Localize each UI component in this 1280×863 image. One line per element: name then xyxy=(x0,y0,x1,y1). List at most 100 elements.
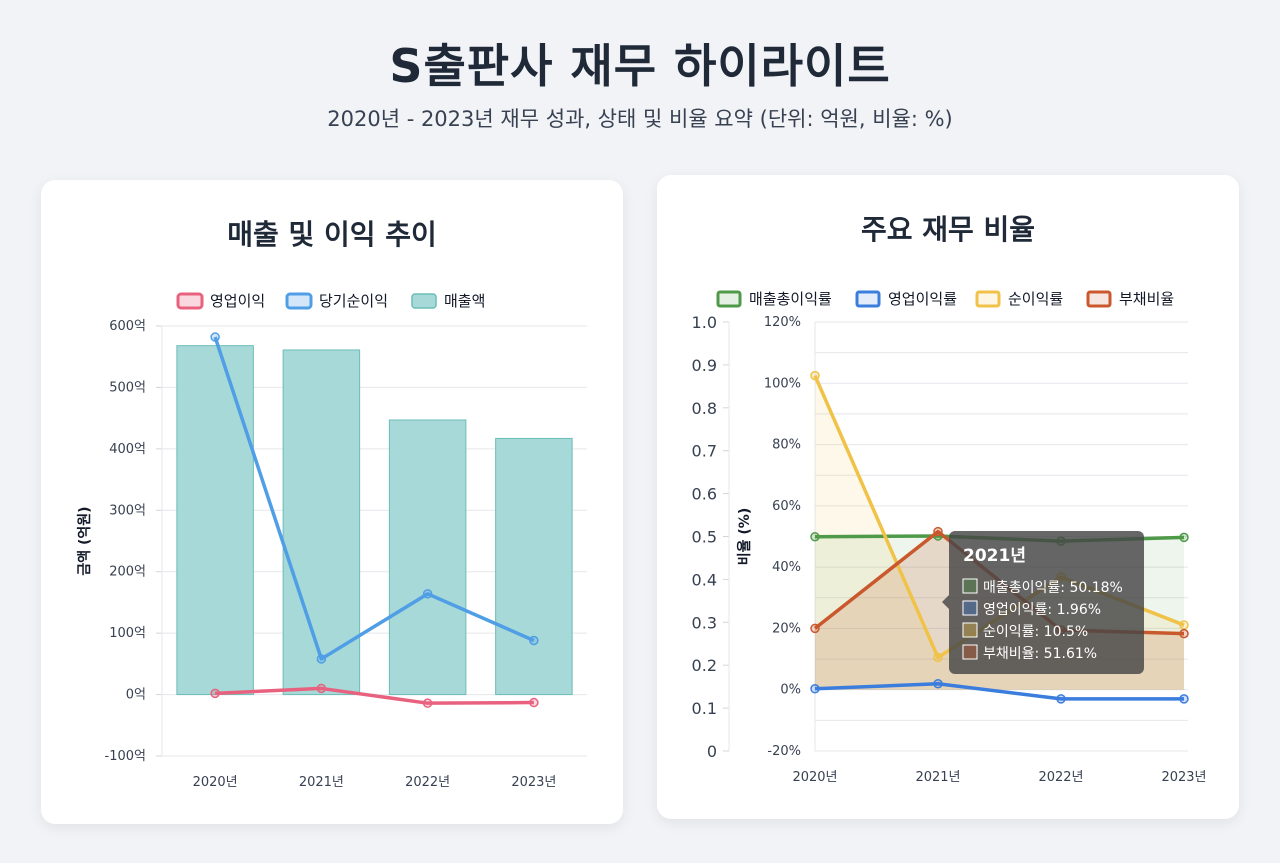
tooltip-swatch xyxy=(962,600,978,616)
legend-label: 매출총이익률 xyxy=(749,290,832,308)
legend-item-0[interactable]: 영업이익 xyxy=(176,292,265,310)
debt-ratio-point xyxy=(810,623,820,634)
y-tick-label: 100% xyxy=(764,376,801,391)
y-tick-label: 0억 xyxy=(126,688,146,703)
operating-profit-line xyxy=(215,686,534,705)
left-tick-label: 0.1 xyxy=(692,699,717,718)
operating-margin-point xyxy=(933,678,943,689)
tooltip-swatch xyxy=(962,578,978,594)
tooltip-swatch xyxy=(962,622,978,638)
legend-swatch xyxy=(855,290,881,308)
operating-profit-point xyxy=(316,683,327,694)
legend-swatch xyxy=(285,292,313,310)
left-tick-label: 0.6 xyxy=(692,485,717,504)
y-tick-label: 100억 xyxy=(109,626,146,641)
revenue-bar xyxy=(388,419,467,696)
x-tick-label: 2023년 xyxy=(511,775,556,790)
legend-label: 매출액 xyxy=(444,292,485,310)
legend-item-2[interactable]: 매출액 xyxy=(411,292,485,310)
net-margin-point xyxy=(810,370,820,381)
legend-item-1[interactable]: 영업이익률 xyxy=(855,290,957,308)
net-margin-point xyxy=(933,652,943,663)
legend-item-3[interactable]: 부채비율 xyxy=(1086,290,1174,308)
tooltip-line: 순이익률: 10.5% xyxy=(983,624,1088,640)
legend-item-0[interactable]: 매출총이익률 xyxy=(716,290,832,308)
y-tick-label: 600억 xyxy=(109,319,146,334)
tooltip-box xyxy=(949,531,1144,674)
x-tick-label: 2021년 xyxy=(299,775,344,790)
net-margin-point xyxy=(1179,620,1189,630)
legend-label: 당기순이익 xyxy=(319,292,388,310)
operating-profit-point xyxy=(529,697,539,708)
tooltip-line: 부채비율: 51.61% xyxy=(983,646,1097,662)
y-tick-label: 40% xyxy=(772,560,801,575)
operating-profit-point xyxy=(210,688,220,699)
y-tick-label: 0% xyxy=(780,683,801,698)
left-tick-label: 0.4 xyxy=(692,570,717,589)
net-income-point xyxy=(316,654,327,664)
operating-margin-line xyxy=(814,681,1184,701)
ratio-chart-title: 주요 재무 비율 xyxy=(860,213,1036,246)
legend-swatch xyxy=(411,293,437,309)
legend-label: 순이익률 xyxy=(1008,290,1063,308)
tooltip-caret xyxy=(942,595,949,609)
y-tick-label: 20% xyxy=(772,621,801,636)
page-subtitle: 2020년 - 2023년 재무 성과, 상태 및 비율 요약 (단위: 억원,… xyxy=(327,107,953,131)
revenue-bar xyxy=(176,345,254,696)
tooltip-swatch xyxy=(962,644,978,660)
y-tick-label: 80% xyxy=(772,438,801,453)
left-tick-label: 1.0 xyxy=(692,313,717,332)
ratio-card: 주요 재무 비율 1.0 0.9 0.8 0.7 0.6 0.5 0.4 0.3 0.2 0.1 0… xyxy=(657,175,1239,819)
net-income-point xyxy=(422,589,433,599)
left-tick-label: 0.8 xyxy=(692,399,717,418)
debt-ratio-point xyxy=(1179,628,1189,639)
operating-margin-point xyxy=(1056,694,1066,704)
legend-swatch xyxy=(1086,290,1112,308)
net-income-line xyxy=(213,336,535,661)
revenue-bar xyxy=(495,437,573,696)
left-tick-label: 0.3 xyxy=(692,613,717,632)
left-tick-label: 0.7 xyxy=(692,442,717,461)
page-title: S출판사 재무 하이라이트 xyxy=(389,39,891,93)
tooltip-line: 영업이익률: 1.96% xyxy=(983,602,1101,618)
left-tick-label: 0.5 xyxy=(692,528,717,547)
revenue-bar xyxy=(282,349,361,696)
x-tick-label: 2021년 xyxy=(915,770,960,785)
operating-margin-point xyxy=(1179,694,1189,704)
y-tick-label: 120% xyxy=(764,315,801,330)
x-tick-label: 2023년 xyxy=(1161,770,1206,785)
y-tick-label: 200억 xyxy=(109,565,146,580)
y-tick-label: 60% xyxy=(772,499,801,514)
left-tick-label: 0.9 xyxy=(692,356,717,375)
left-tick-label: 0.2 xyxy=(692,656,717,675)
y-axis-label: 비율 (%) xyxy=(736,508,753,565)
legend-label: 영업이익률 xyxy=(888,290,957,308)
x-tick-label: 2022년 xyxy=(405,775,450,790)
x-tick-label: 2020년 xyxy=(193,775,238,790)
gross-margin-point xyxy=(1179,532,1189,543)
revenue-profit-card: 매출 및 이익 추이 600억 500억 400억 300억 200억 100억 0억 -10… xyxy=(41,180,623,824)
revenue-profit-chart[interactable]: 600억 500억 400억 300억 200억 100억 0억 -100억 금액 (억원) 20… xyxy=(41,180,623,824)
x-tick-label: 2022년 xyxy=(1038,770,1083,785)
debt-ratio-point xyxy=(933,526,943,537)
tooltip-title: 2021년 xyxy=(963,546,1026,566)
legend-item-1[interactable]: 당기순이익 xyxy=(285,292,388,310)
legend-item-2[interactable]: 순이익률 xyxy=(975,290,1063,308)
net-income-point xyxy=(529,635,539,646)
y-tick-label: -20% xyxy=(767,744,801,759)
y-tick-label: -100억 xyxy=(105,749,146,764)
y-tick-label: 500억 xyxy=(109,380,146,395)
net-income-point xyxy=(210,332,220,342)
legend-swatch xyxy=(975,290,1001,308)
tooltip-line: 매출총이익률: 50.18% xyxy=(983,580,1123,596)
revenue-chart-title: 매출 및 이익 추이 xyxy=(227,218,437,251)
x-tick-label: 2020년 xyxy=(792,770,837,785)
y-tick-label: 400억 xyxy=(109,442,146,457)
operating-profit-point xyxy=(422,698,433,708)
ratio-chart[interactable]: 1.0 0.9 0.8 0.7 0.6 0.5 0.4 0.3 0.2 0.1 0 120% 100% 8… xyxy=(657,175,1239,819)
gross-margin-point xyxy=(810,532,820,542)
y-axis-label: 금액 (억원) xyxy=(76,506,93,575)
operating-margin-point xyxy=(810,684,820,694)
legend-swatch xyxy=(176,292,204,310)
